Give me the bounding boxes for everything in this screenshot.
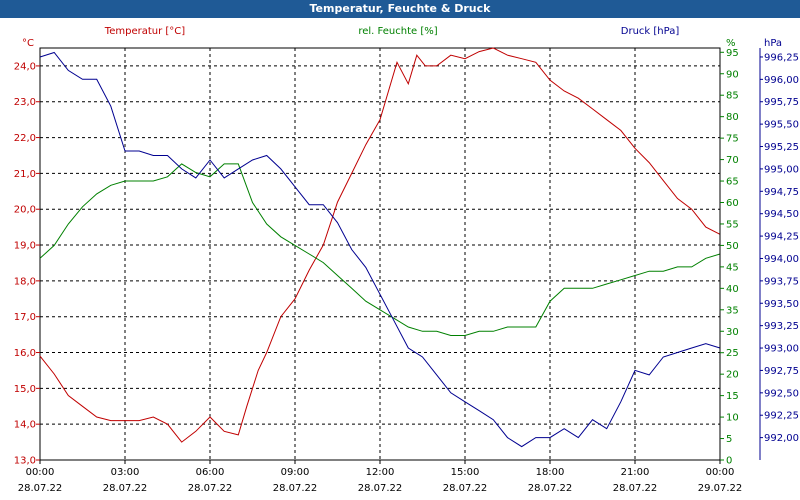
temperature-tick-label: 20,0 — [14, 205, 36, 216]
x-tick-time-label: 12:00 — [366, 467, 395, 478]
humidity-tick-label: 60 — [726, 198, 739, 209]
axis-x: 00:00 28.07.22 03:00 28.07.22 06:00 28.07.22 0… — [18, 460, 743, 494]
pressure-tick-label: 993,75 — [764, 276, 799, 287]
temperature-tick-label: 24,0 — [14, 61, 36, 72]
x-tick-time-label: 00:00 — [26, 467, 55, 478]
temperature-tick-label: 16,0 — [14, 348, 36, 359]
humidity-tick-label: 85 — [726, 91, 739, 102]
humidity-tick-label: 0 — [726, 456, 732, 467]
x-tick-time-label: 18:00 — [536, 467, 565, 478]
humidity-tick-label: 90 — [726, 69, 739, 80]
pressure-tick-label: 992,50 — [764, 388, 799, 399]
series-line-humidity — [39, 163, 721, 336]
humidity-tick-label: 55 — [726, 219, 739, 230]
chart: 13,0 14,0 15,0 16,0 17,0 18,0 19,0 20,0 21,0 22,0… — [14, 26, 799, 494]
pressure-tick-label: 995,75 — [764, 97, 799, 108]
temperature-tick-label: 19,0 — [14, 241, 36, 252]
axis-labels: Temperatur [°C] rel. Feuchte [%] Druck [hP… — [104, 26, 680, 37]
x-tick-date-label: 28.07.22 — [18, 483, 63, 494]
pressure-tick-label: 994,50 — [764, 209, 799, 220]
x-tick-date-label: 28.07.22 — [103, 483, 148, 494]
humidity-tick-label: 40 — [726, 284, 739, 295]
x-tick-date-label: 29.07.22 — [698, 483, 743, 494]
temperature-tick-label: 22,0 — [14, 133, 36, 144]
humidity-tick-label: 20 — [726, 370, 739, 381]
temperature-unit-label: °C — [22, 38, 34, 49]
pressure-tick-label: 993,25 — [764, 321, 799, 332]
pressure-tick-label: 994,25 — [764, 232, 799, 243]
humidity-tick-label: 80 — [726, 112, 739, 123]
humidity-tick-label: 50 — [726, 241, 739, 252]
pressure-tick-label: 995,00 — [764, 164, 799, 175]
x-tick-time-label: 21:00 — [621, 467, 650, 478]
pressure-tick-label: 992,75 — [764, 366, 799, 377]
x-tick-time-label: 03:00 — [111, 467, 140, 478]
x-tick-date-label: 28.07.22 — [188, 483, 233, 494]
pressure-axis-title: Druck [hPa] — [621, 26, 680, 37]
pressure-tick-label: 995,50 — [764, 120, 799, 131]
pressure-tick-label: 996,00 — [764, 75, 799, 86]
pressure-unit-label: hPa — [764, 38, 782, 49]
pressure-tick-label: 993,00 — [764, 344, 799, 355]
temperature-tick-label: 21,0 — [14, 169, 36, 180]
temperature-tick-label: 15,0 — [14, 384, 36, 395]
pressure-tick-label: 994,75 — [764, 187, 799, 198]
temperature-tick-label: 13,0 — [14, 456, 36, 467]
humidity-tick-label: 75 — [726, 134, 739, 145]
x-tick-time-label: 00:00 — [706, 467, 735, 478]
pressure-tick-label: 996,25 — [764, 52, 799, 63]
x-tick-time-label: 09:00 — [281, 467, 310, 478]
temperature-tick-label: 14,0 — [14, 420, 36, 431]
pressure-tick-label: 992,00 — [764, 433, 799, 444]
temperature-axis-title: Temperatur [°C] — [104, 26, 185, 37]
humidity-tick-label: 30 — [726, 327, 739, 338]
humidity-tick-label: 35 — [726, 305, 739, 316]
temperature-tick-label: 17,0 — [14, 312, 36, 323]
x-tick-time-label: 15:00 — [451, 467, 480, 478]
pressure-tick-label: 993,50 — [764, 299, 799, 310]
axis-humidity: 0 5 10 15 20 25 30 35 40 45 50 55 60 65 70 75 80 85 90 95% — [719, 38, 739, 467]
series-layer — [39, 47, 721, 448]
temperature-tick-label: 23,0 — [14, 97, 36, 108]
axis-temperature: 13,0 14,0 15,0 16,0 17,0 18,0 19,0 20,0 21,0 22,0… — [14, 38, 40, 467]
pressure-tick-label: 995,25 — [764, 142, 799, 153]
humidity-tick-label: 45 — [726, 262, 739, 273]
x-tick-date-label: 28.07.22 — [358, 483, 403, 494]
humidity-tick-label: 95 — [726, 48, 739, 59]
x-tick-date-label: 28.07.22 — [273, 483, 318, 494]
x-tick-time-label: 06:00 — [196, 467, 225, 478]
grid — [40, 48, 720, 460]
temperature-tick-label: 18,0 — [14, 276, 36, 287]
axis-pressure: 992,00 992,25 992,50 992,75 993,00 993,25 993,… — [759, 38, 799, 460]
humidity-axis-title: rel. Feuchte [%] — [358, 26, 437, 37]
series-line-temperature — [39, 47, 721, 443]
humidity-tick-label: 5 — [726, 434, 732, 445]
window-title: Temperatur, Feuchte & Druck — [0, 0, 800, 18]
x-tick-date-label: 28.07.22 — [443, 483, 488, 494]
humidity-tick-label: 15 — [726, 391, 739, 402]
humidity-tick-label: 70 — [726, 155, 739, 166]
pressure-tick-label: 994,00 — [764, 254, 799, 265]
x-tick-date-label: 28.07.22 — [613, 483, 658, 494]
x-tick-date-label: 28.07.22 — [528, 483, 573, 494]
humidity-tick-label: 25 — [726, 348, 739, 359]
humidity-tick-label: 10 — [726, 413, 739, 424]
humidity-unit-label: % — [726, 38, 736, 49]
pressure-tick-label: 992,25 — [764, 411, 799, 422]
humidity-tick-label: 65 — [726, 177, 739, 188]
series-line-pressure — [39, 51, 721, 448]
